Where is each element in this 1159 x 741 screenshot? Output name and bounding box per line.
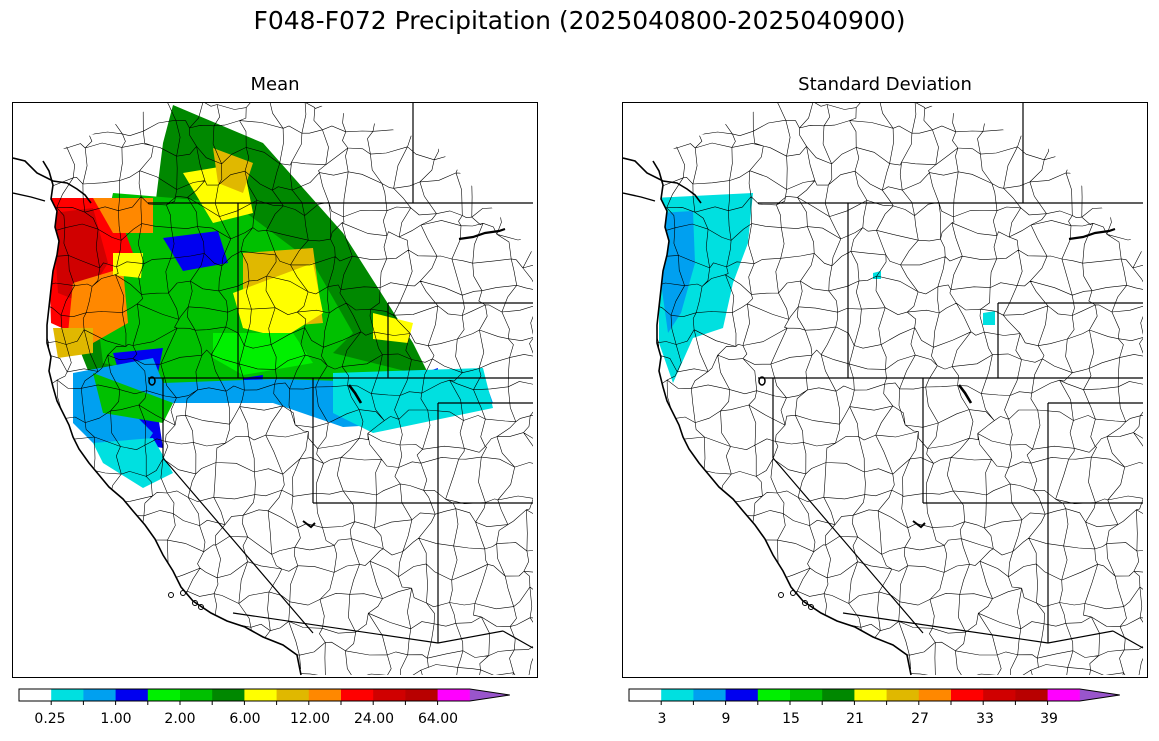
colorbar-segment [147, 689, 181, 701]
colorbar-segment [725, 689, 759, 701]
state-border [842, 612, 1049, 644]
basin-boundaries [653, 103, 1143, 675]
colorbar-segment [757, 689, 791, 701]
precip-region [93, 438, 173, 488]
lake [1068, 227, 1116, 241]
coastline-inlet [623, 157, 702, 204]
std-map [622, 102, 1148, 678]
basins-layer [653, 103, 1143, 675]
state-border [232, 612, 439, 644]
colorbar-segment [790, 689, 823, 701]
colorbar-outline [18, 688, 510, 702]
std-colorbar-label: 3 [657, 711, 667, 727]
mean-colorbar-label: 24.00 [353, 711, 395, 727]
precip-region [93, 198, 153, 233]
mean-colorbar-label: 6.00 [229, 711, 261, 727]
colorbar-segment [822, 689, 855, 701]
mean-colorbar-label: 2.00 [164, 711, 196, 727]
mean-map [12, 102, 538, 678]
colorbar-segment [1047, 689, 1081, 701]
state-border [1047, 630, 1114, 644]
colorbar-segment [276, 689, 310, 701]
state-border [772, 457, 924, 634]
island [808, 604, 814, 610]
colorbar-segment [212, 689, 245, 701]
precip-region [373, 313, 413, 343]
colorbar-extend-arrow [1079, 689, 1120, 701]
coastline [652, 160, 912, 676]
state-border [1112, 630, 1144, 649]
island [192, 600, 198, 606]
precip-region [213, 148, 253, 193]
colorbar-segment [437, 689, 471, 701]
island [778, 592, 784, 598]
precip-region [68, 268, 128, 343]
colorbar-segment [886, 689, 920, 701]
basins-layer [43, 103, 533, 675]
mean-colorbar-label: 12.00 [289, 711, 331, 727]
colorbar-outline [628, 688, 1120, 702]
mean-colorbar-label: 64.00 [417, 711, 459, 727]
colorbar-segment [83, 689, 117, 701]
std-panel-title: Standard Deviation [798, 74, 972, 95]
island [198, 604, 204, 610]
colorbar-segment [244, 689, 278, 701]
precip-region [113, 253, 143, 278]
colorbar-segment [661, 689, 694, 701]
lake [458, 227, 506, 241]
precip-region [333, 368, 493, 433]
state-border [502, 630, 534, 649]
coastline [42, 160, 302, 676]
island [168, 592, 174, 598]
island [180, 590, 186, 596]
colorbar-segment [51, 689, 84, 701]
colorbar-segment [983, 689, 1016, 701]
std-colorbar-label: 39 [1040, 711, 1058, 727]
state-border [162, 457, 314, 634]
std-region [983, 311, 995, 325]
colorbar-segment [180, 689, 213, 701]
island [802, 600, 808, 606]
colorbar-segment [951, 689, 984, 701]
lake [148, 376, 156, 386]
colorbar-segment [918, 689, 952, 701]
colorbar-segment [373, 689, 406, 701]
std-colorbar-label: 33 [976, 711, 994, 727]
mean-colorbar-label: 1.00 [100, 711, 132, 727]
mean-panel-title: Mean [250, 74, 300, 95]
colorbar-segment [308, 689, 342, 701]
std-colorbar-label: 15 [782, 711, 800, 727]
colorbar-segment [115, 689, 149, 701]
lake [302, 520, 316, 529]
coastline-inlet [623, 192, 656, 202]
colorbar-extend-arrow [469, 689, 510, 701]
colorbar-segment [854, 689, 888, 701]
mean-colorbar-label: 0.25 [34, 711, 66, 727]
std-colorbar-label: 9 [721, 711, 731, 727]
std-colorbar-label: 21 [846, 711, 864, 727]
colorbar-segment [19, 689, 52, 701]
island [790, 590, 796, 596]
lake [347, 384, 363, 404]
lake [758, 376, 766, 386]
colorbar-segment [341, 689, 374, 701]
colorbar-segment [693, 689, 727, 701]
colorbar-segment [1015, 689, 1049, 701]
precip-region [53, 328, 93, 358]
lake [957, 384, 973, 404]
std-colorbar-label: 27 [911, 711, 929, 727]
std-colorbar [628, 688, 1142, 710]
figure-title: F048-F072 Precipitation (2025040800-2025… [253, 6, 906, 35]
coastline-inlet [13, 192, 46, 202]
colorbar-segment [405, 689, 439, 701]
coastline-inlet [13, 157, 92, 204]
state-border [437, 630, 504, 644]
mean-colorbar [18, 688, 532, 710]
colorbar-segment [629, 689, 662, 701]
lake [912, 520, 926, 529]
